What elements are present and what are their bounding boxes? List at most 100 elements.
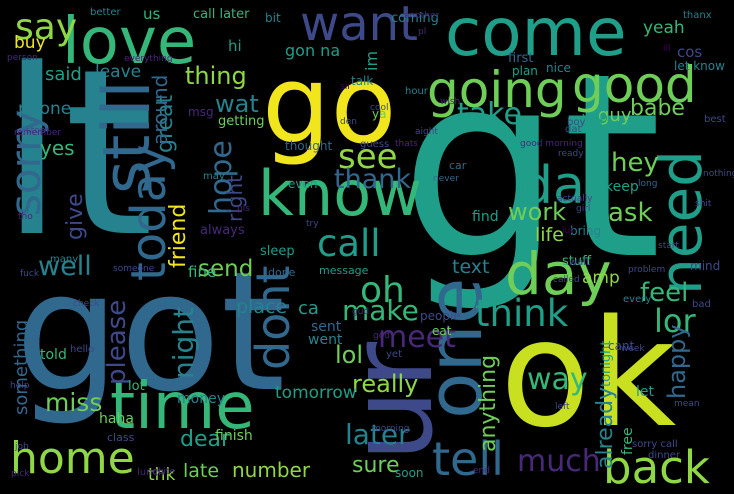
- word-let-know: let know: [674, 59, 725, 73]
- word-know: know: [258, 157, 422, 230]
- word-miss: miss: [45, 388, 103, 417]
- word-sent: sent: [311, 319, 342, 335]
- word-long: long: [638, 179, 658, 189]
- word-well: well: [38, 251, 92, 282]
- word-thk: thk: [148, 465, 176, 485]
- word-check: check: [73, 299, 100, 309]
- word-lunch: lunch: [137, 467, 165, 478]
- word-even: even: [288, 177, 318, 191]
- word-may: may: [203, 171, 225, 182]
- word-meet: meet: [378, 320, 456, 355]
- word-went: went: [308, 332, 343, 348]
- word-finish: finish: [215, 428, 253, 444]
- word-give: give: [63, 193, 88, 240]
- word-told: told: [40, 347, 67, 363]
- word-think: think: [475, 292, 569, 335]
- word-number: number: [232, 458, 311, 482]
- word-go: go: [262, 43, 397, 168]
- word-yup: yup: [582, 110, 609, 126]
- word-ok: ok: [500, 288, 677, 460]
- word-left: left: [555, 402, 570, 412]
- word-later: later: [345, 418, 410, 451]
- word-please: please: [102, 299, 132, 385]
- word-talk: talk: [351, 74, 374, 88]
- word-something: something: [11, 319, 32, 415]
- word-thought: thought: [285, 139, 333, 153]
- word-day: day: [505, 240, 612, 308]
- word-find: find: [472, 209, 499, 225]
- word-lot: lot: [128, 379, 145, 394]
- word-ready: ready: [558, 149, 584, 159]
- word-tomorrow: tomorrow: [275, 383, 357, 403]
- word-haha: haha: [99, 411, 134, 427]
- word-friend: friend: [166, 203, 191, 268]
- word-night: night: [167, 306, 200, 379]
- word-feel: feel: [640, 278, 689, 308]
- word-thats: thats: [395, 139, 418, 149]
- word-lol: lol: [335, 341, 364, 369]
- word-guess: guess: [360, 139, 390, 150]
- word-call: call: [317, 222, 381, 265]
- word-class: class: [107, 431, 135, 444]
- word-soon: soon: [395, 466, 424, 480]
- word-done: done: [268, 266, 296, 279]
- word-late: late: [183, 460, 220, 482]
- word-sleep: sleep: [260, 244, 295, 259]
- word-bad: bad: [692, 299, 711, 310]
- word-remember: remember: [14, 128, 62, 138]
- word-mind: mind: [690, 259, 721, 273]
- word-us: us: [143, 5, 161, 23]
- word-take: take: [457, 97, 522, 132]
- word-time: time: [110, 370, 255, 444]
- word-cos: cos: [677, 43, 703, 61]
- word-message: message: [319, 264, 369, 277]
- word-never: never: [433, 174, 459, 184]
- word-happy: happy: [663, 324, 691, 399]
- word-people: people: [420, 309, 461, 323]
- word-ya: ya: [372, 107, 387, 121]
- word-bring: bring: [570, 224, 602, 238]
- word-home: home: [10, 433, 135, 484]
- word-tell: tell: [432, 432, 504, 486]
- word-said: said: [45, 64, 82, 85]
- word-plan: plan: [512, 64, 538, 78]
- word-babe: babe: [630, 96, 685, 121]
- word-job: job: [15, 442, 29, 452]
- word-call-later: call later: [193, 7, 250, 22]
- word-eat: eat: [432, 324, 452, 338]
- word-bit: bit: [265, 11, 281, 25]
- word-want: want: [300, 0, 418, 52]
- word-stop: stop: [26, 126, 46, 136]
- word-good-morning: good morning: [520, 139, 583, 149]
- word-morning: morning: [372, 424, 410, 434]
- word-ask: ask: [608, 198, 653, 228]
- word-yeah: yeah: [643, 18, 685, 38]
- word-around: around: [148, 74, 172, 145]
- word-girl: girl: [576, 204, 591, 214]
- word-phone: phone: [18, 99, 72, 119]
- word-coming: coming: [391, 11, 439, 26]
- word-let: let: [636, 384, 654, 400]
- word-come: come: [445, 0, 627, 71]
- word-dear: dear: [180, 427, 231, 452]
- word-stuff: stuff: [562, 254, 592, 269]
- word-many: many: [50, 254, 79, 265]
- word-pls: pls: [237, 204, 250, 214]
- word-money: money: [177, 391, 225, 407]
- word-fine: fine: [188, 263, 217, 281]
- word-yes: yes: [40, 136, 75, 160]
- word-gon-na: gon na: [285, 41, 341, 60]
- word-pick: pick: [11, 469, 30, 479]
- word-work: work: [508, 198, 567, 226]
- word-say: say: [15, 7, 78, 48]
- word-see: see: [338, 137, 398, 177]
- word-gud: gud: [352, 307, 370, 317]
- word-dinner: dinner: [648, 450, 681, 461]
- word-sure: sure: [352, 453, 400, 478]
- word-start: start: [658, 241, 679, 251]
- word-nice: nice: [546, 61, 571, 75]
- word-gt: gt: [400, 19, 662, 316]
- word-nothing: nothing: [703, 169, 734, 179]
- word-amp: amp: [582, 268, 620, 288]
